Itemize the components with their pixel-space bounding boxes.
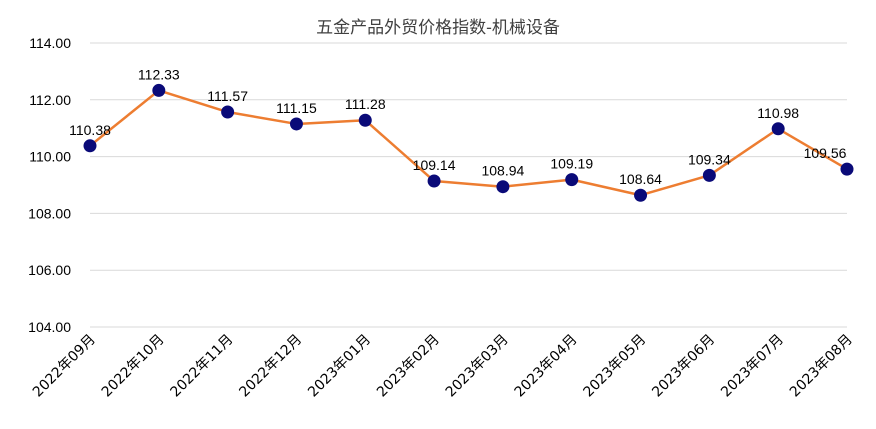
- x-tick-label: 2022年12月: [236, 332, 305, 401]
- data-point: [702, 168, 716, 182]
- gridlines: [90, 42, 847, 328]
- data-label: 109.34: [688, 151, 731, 167]
- data-label: 110.98: [757, 105, 799, 121]
- data-point: [358, 113, 372, 127]
- x-tick-label: 2022年10月: [99, 332, 168, 401]
- data-label: 109.19: [550, 156, 593, 172]
- y-tick-label: 112.00: [29, 92, 71, 108]
- data-point: [83, 139, 97, 153]
- y-tick-label: 110.00: [29, 149, 71, 165]
- data-point: [496, 180, 510, 194]
- data-point: [840, 162, 854, 176]
- series-line-group: [89, 89, 848, 197]
- x-tick-label: 2022年09月: [30, 332, 99, 401]
- x-tick-label: 2023年04月: [512, 332, 581, 401]
- data-label: 111.57: [207, 88, 248, 104]
- data-point: [634, 188, 648, 202]
- x-tick-label: 2022年11月: [168, 332, 237, 401]
- x-axis-tick-labels: 2022年09月 2022年10月 2022年11月 2022年12月 2023年01月…: [30, 332, 856, 401]
- data-label: 108.94: [481, 163, 524, 179]
- data-point: [427, 174, 441, 188]
- x-tick-label: 2023年02月: [374, 332, 443, 401]
- data-point: [565, 173, 579, 187]
- data-label: 111.15: [276, 100, 317, 116]
- y-tick-label: 106.00: [28, 262, 71, 278]
- data-labels: 110.38 112.33 111.57 111.15 111.28 109.14 108.…: [69, 66, 847, 187]
- data-label: 109.56: [804, 145, 847, 161]
- data-point: [221, 105, 235, 119]
- x-tick-label: 2023年08月: [787, 332, 856, 401]
- x-tick-label: 2023年06月: [649, 332, 718, 401]
- chart-title: 五金产品外贸价格指数-机械设备: [316, 18, 560, 38]
- y-axis-tick-labels: 104.00 106.00 108.00 110.00 112.00 114.00: [28, 35, 71, 335]
- series-line: [89, 89, 848, 197]
- x-tick-label: 2023年07月: [718, 332, 787, 401]
- y-tick-label: 114.00: [29, 35, 71, 51]
- y-tick-label: 104.00: [28, 319, 71, 335]
- x-tick-label: 2023年03月: [443, 332, 512, 401]
- y-tick-label: 108.00: [28, 205, 71, 221]
- data-label: 111.28: [345, 96, 386, 112]
- series-markers: [83, 83, 854, 202]
- data-label: 108.64: [619, 171, 662, 187]
- data-label: 112.33: [138, 66, 180, 82]
- data-label: 109.14: [413, 157, 456, 173]
- data-point: [771, 122, 785, 136]
- data-point: [289, 117, 303, 131]
- data-label: 110.38: [69, 122, 111, 138]
- x-tick-label: 2023年01月: [305, 332, 374, 401]
- data-point: [152, 83, 166, 97]
- x-tick-label: 2023年05月: [580, 332, 649, 401]
